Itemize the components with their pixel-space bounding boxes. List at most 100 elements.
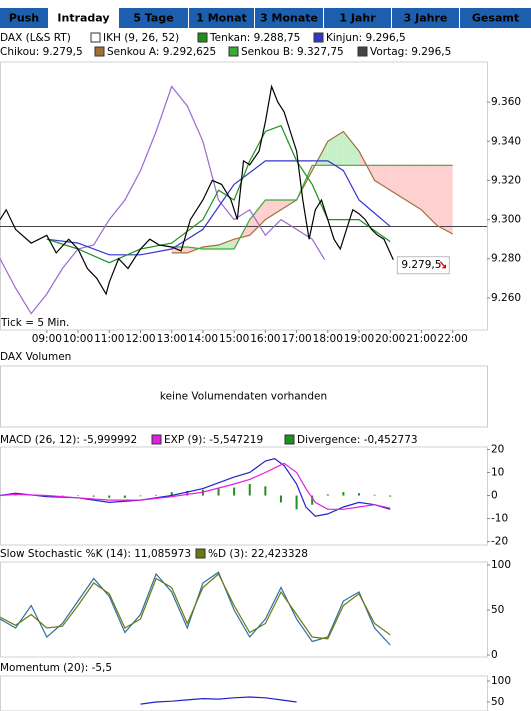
tab-background [460, 8, 531, 28]
tab-label[interactable]: Intraday [57, 12, 109, 25]
panel-title: DAX Volumen [0, 351, 71, 363]
tab[interactable]: Intraday [49, 8, 118, 28]
panel-frame [0, 61, 488, 331]
legend-label: Senkou B: 9.327,75 [241, 46, 344, 58]
x-tick-label: 13:00 [157, 333, 187, 345]
x-tick-label: 14:00 [188, 333, 218, 345]
tab-background [255, 8, 323, 28]
tab-label[interactable]: 5 Tage [133, 12, 173, 25]
legend-label: Kinjun: 9.296,5 [326, 32, 406, 44]
x-tick-label: 16:00 [250, 333, 280, 345]
x-tick-label: 18:00 [313, 333, 343, 345]
legend-label: Senkou A: 9.292,625 [107, 46, 216, 58]
x-tick-label: 11:00 [94, 333, 124, 345]
legend-label: Tenkan: 9.288,75 [209, 32, 300, 44]
tab[interactable]: 3 Monate [255, 8, 323, 28]
note: Tick = 5 Min. [0, 317, 69, 329]
divergence-bar [295, 495, 298, 510]
x-tick-label: 22:00 [438, 333, 468, 345]
divergence-bar [358, 493, 361, 496]
y-tick-label: 10 [491, 467, 504, 479]
divergence-bar [170, 492, 173, 496]
x-tick-label: 12:00 [125, 333, 155, 345]
x-tick-label: 20:00 [375, 333, 405, 345]
tab-label[interactable]: Push [9, 12, 39, 25]
legend-swatch [284, 434, 295, 445]
tab[interactable]: Push [0, 8, 48, 28]
tab[interactable]: 1 Jahr [324, 8, 391, 28]
cloud [343, 131, 359, 166]
x-tick-label: 09:00 [32, 333, 62, 345]
legend-swatch [357, 46, 368, 57]
y-tick-label: 0 [491, 649, 498, 661]
divergence-bar [248, 484, 251, 496]
legend-label: Vortag: 9.296,5 [370, 46, 451, 58]
series-line [171, 130, 453, 254]
y-tick-label: -10 [491, 513, 508, 525]
legend-label: Divergence: -0,452773 [297, 434, 418, 446]
divergence-bar [279, 495, 282, 503]
x-tick-label: 17:00 [281, 333, 311, 345]
divergence-bar [311, 495, 314, 505]
panel-frame [0, 675, 488, 711]
divergence-bar [264, 486, 267, 496]
y-tick-label: 9.320 [491, 174, 521, 186]
cloud [374, 165, 391, 191]
divergence-bar [233, 487, 236, 496]
y-tick-label: 50 [491, 604, 504, 616]
divergence-bar [77, 495, 80, 496]
divergence-bar [389, 495, 392, 497]
plot-area [0, 571, 391, 646]
legend-swatch [228, 46, 239, 57]
x-tick-label: 15:00 [219, 333, 249, 345]
divergence-bar [123, 495, 126, 498]
legend-label: IKH (9, 26, 52) [103, 32, 179, 44]
divergence-bar [342, 492, 345, 496]
legend-label: DAX (L&S RT) [0, 32, 71, 44]
y-tick-label: 100 [491, 559, 511, 571]
legend-swatch [195, 548, 206, 559]
y-tick-label: 9.340 [491, 135, 521, 147]
tab-label[interactable]: 1 Monat [196, 12, 247, 25]
series-line [46, 160, 391, 256]
legend-label: MACD (26, 12): -5,999992 [0, 434, 137, 446]
tab[interactable]: 3 Jahre [392, 8, 459, 28]
y-tick-label: 50 [491, 696, 504, 708]
y-tick-label: -20 [491, 536, 508, 548]
tab[interactable]: 1 Monat [189, 8, 254, 28]
tab-background [49, 8, 118, 28]
series-line [0, 573, 391, 640]
tab-background [119, 8, 188, 28]
plot-area [140, 696, 297, 705]
legend-swatch [197, 32, 208, 43]
panel-frame [0, 365, 488, 428]
series-line [0, 462, 391, 510]
tab-background [392, 8, 459, 28]
down-arrow [439, 261, 446, 269]
y-tick-label: 9.300 [491, 214, 521, 226]
tab-label[interactable]: 3 Monate [260, 12, 318, 25]
series-line [0, 84, 394, 296]
cloud [405, 165, 422, 210]
divergence-bar [92, 495, 95, 497]
legend-swatch [151, 434, 162, 445]
tab[interactable]: Gesamt [460, 8, 531, 28]
y-tick-label: 9.360 [491, 96, 521, 108]
y-tick-label: 9.260 [491, 292, 521, 304]
legend-swatch [94, 46, 105, 57]
x-tick-label: 19:00 [344, 333, 374, 345]
tab[interactable]: 5 Tage [119, 8, 188, 28]
tab-background [189, 8, 254, 28]
divergence-bar [108, 495, 111, 498]
tab-label[interactable]: 3 Jahre [404, 12, 448, 25]
last-price-box [396, 256, 450, 275]
cloud [421, 165, 438, 226]
tab-label[interactable]: 1 Jahr [339, 12, 376, 25]
divergence-bar [139, 495, 142, 497]
y-tick-label: 9.280 [491, 253, 521, 265]
cloud [390, 165, 406, 200]
tab-label[interactable]: Gesamt [472, 12, 519, 25]
divergence-bar [155, 494, 158, 496]
